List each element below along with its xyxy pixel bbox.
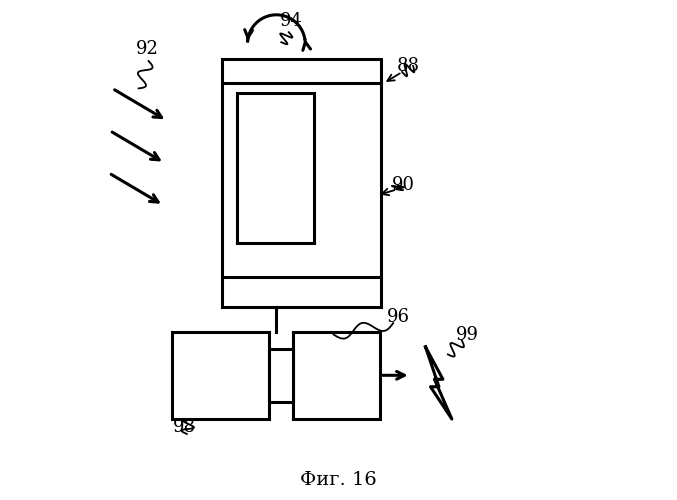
- Text: 96: 96: [387, 308, 410, 326]
- Text: 98: 98: [173, 418, 196, 436]
- Text: 94: 94: [280, 12, 303, 30]
- Text: 92: 92: [135, 40, 158, 58]
- Bar: [172, 332, 269, 419]
- Text: 88: 88: [397, 57, 420, 75]
- Text: 99: 99: [456, 326, 479, 344]
- Bar: [236, 94, 313, 242]
- Text: 90: 90: [391, 176, 414, 194]
- Bar: [269, 350, 292, 402]
- Text: Фиг. 16: Фиг. 16: [300, 470, 377, 488]
- Bar: [292, 332, 380, 419]
- Bar: [221, 58, 380, 307]
